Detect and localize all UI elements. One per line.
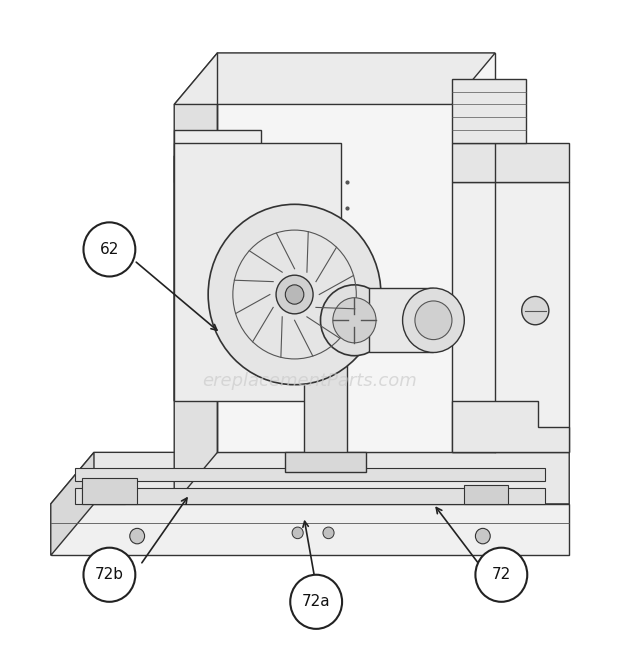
Circle shape xyxy=(521,296,549,325)
Polygon shape xyxy=(51,504,569,555)
Circle shape xyxy=(84,548,135,602)
Polygon shape xyxy=(464,485,508,504)
Polygon shape xyxy=(76,488,544,504)
Text: 72: 72 xyxy=(492,567,511,582)
Circle shape xyxy=(476,529,490,544)
Circle shape xyxy=(415,301,452,340)
Circle shape xyxy=(276,275,313,314)
Polygon shape xyxy=(51,452,569,504)
Polygon shape xyxy=(51,452,94,555)
Text: 72a: 72a xyxy=(302,595,330,609)
Polygon shape xyxy=(174,143,341,400)
Polygon shape xyxy=(82,485,125,504)
Polygon shape xyxy=(304,353,347,459)
Polygon shape xyxy=(174,53,495,104)
Polygon shape xyxy=(218,53,495,452)
Circle shape xyxy=(476,548,527,602)
Polygon shape xyxy=(452,143,569,182)
Circle shape xyxy=(285,285,304,304)
Circle shape xyxy=(321,285,388,356)
Polygon shape xyxy=(76,468,544,481)
Polygon shape xyxy=(82,478,137,504)
Polygon shape xyxy=(369,288,433,353)
Circle shape xyxy=(208,204,381,385)
Circle shape xyxy=(290,575,342,629)
Polygon shape xyxy=(285,452,366,472)
Circle shape xyxy=(402,288,464,353)
Polygon shape xyxy=(452,400,569,452)
Polygon shape xyxy=(452,182,569,452)
Text: ereplacementParts.com: ereplacementParts.com xyxy=(203,373,417,391)
Polygon shape xyxy=(174,53,218,504)
Circle shape xyxy=(84,223,135,276)
Circle shape xyxy=(292,527,303,539)
Text: 62: 62 xyxy=(100,242,119,257)
Circle shape xyxy=(130,529,144,544)
Polygon shape xyxy=(174,156,341,400)
Circle shape xyxy=(323,527,334,539)
Polygon shape xyxy=(174,130,260,182)
Polygon shape xyxy=(452,79,526,143)
Circle shape xyxy=(333,298,376,343)
Text: 72b: 72b xyxy=(95,567,124,582)
